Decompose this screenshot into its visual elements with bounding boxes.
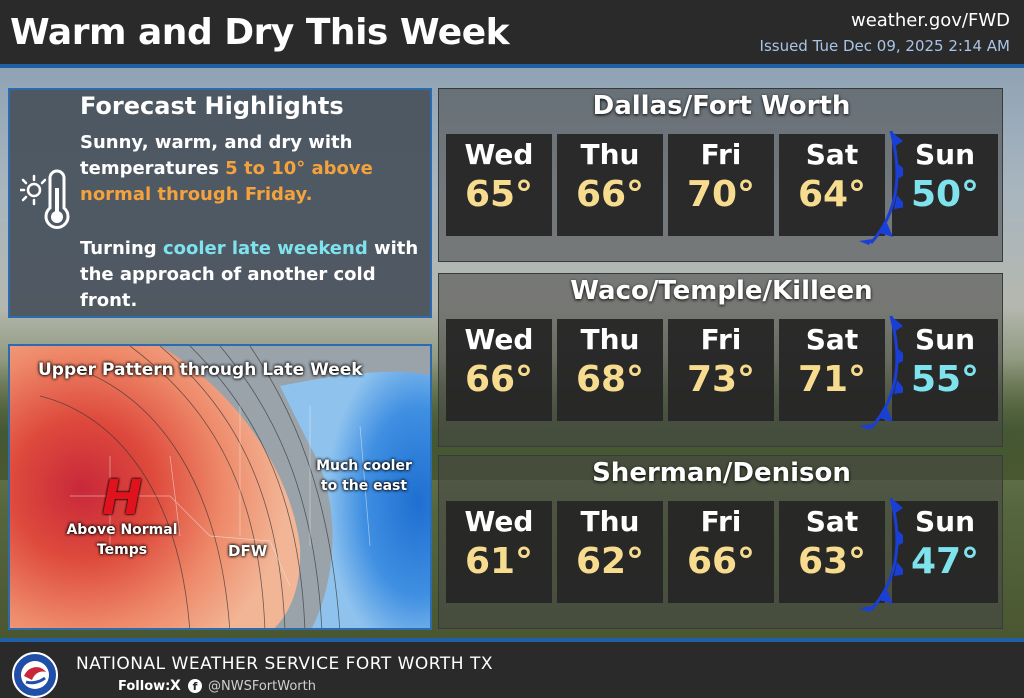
forecast-day: Sun 50° bbox=[892, 134, 998, 236]
x-icon[interactable]: X bbox=[170, 678, 181, 694]
city-name: Dallas/Fort Worth bbox=[592, 91, 851, 121]
day-temp: 66° bbox=[464, 359, 534, 400]
follow-label: Follow: bbox=[118, 679, 171, 694]
day-name: Sat bbox=[805, 505, 859, 538]
highlights-text-above-normal: 5 to 10° above normal through Friday. bbox=[80, 158, 373, 205]
day-name: Thu bbox=[580, 323, 640, 356]
social-handle[interactable]: @NWSFortWorth bbox=[208, 679, 316, 694]
forecast-day: Sat 63° bbox=[779, 501, 885, 603]
day-name: Sun bbox=[914, 138, 976, 171]
forecast-highlights-panel: Forecast Highlights Sunny, warm, and dry… bbox=[8, 88, 432, 318]
day-name: Fri bbox=[700, 505, 742, 538]
day-temp: 64° bbox=[797, 174, 867, 215]
dfw-label: DFW bbox=[228, 542, 268, 560]
day-name: Sun bbox=[914, 323, 976, 356]
forecast-day: Thu 62° bbox=[557, 501, 663, 603]
nws-logo-icon bbox=[12, 652, 58, 698]
site-url[interactable]: weather.gov/FWD bbox=[850, 10, 1010, 31]
forecast-day: Thu 66° bbox=[557, 134, 663, 236]
city-panel-sherman: Sherman/Denison Wed 61° Thu 62° Fri 66° … bbox=[438, 455, 1003, 629]
forecast-day: Sun 55° bbox=[892, 319, 998, 421]
day-temp: 55° bbox=[910, 359, 980, 400]
day-temp: 70° bbox=[686, 174, 756, 215]
cold-front-icon bbox=[859, 497, 903, 612]
city-panel-dfw: Dallas/Fort Worth Wed 65° Thu 66° Fri 70… bbox=[438, 88, 1003, 262]
forecast-day: Thu 68° bbox=[557, 319, 663, 421]
upper-pattern-map: Upper Pattern through Late Week H Above … bbox=[8, 344, 432, 630]
forecast-day: Fri 73° bbox=[668, 319, 774, 421]
day-name: Sat bbox=[805, 323, 859, 356]
day-name: Fri bbox=[700, 323, 742, 356]
much-cooler-label: Much cooler to the east bbox=[316, 458, 412, 494]
day-name: Thu bbox=[580, 138, 640, 171]
day-temp: 47° bbox=[910, 541, 980, 582]
forecast-day: Sat 64° bbox=[779, 134, 885, 236]
city-name: Sherman/Denison bbox=[592, 458, 851, 488]
day-temp: 71° bbox=[797, 359, 867, 400]
city-panel-waco: Waco/Temple/Killeen Wed 66° Thu 68° Fri … bbox=[438, 273, 1003, 447]
header-bar: Warm and Dry This Week weather.gov/FWD I… bbox=[0, 0, 1024, 68]
day-name: Thu bbox=[580, 505, 640, 538]
day-temp: 73° bbox=[686, 359, 756, 400]
cold-front-icon bbox=[859, 130, 903, 245]
day-temp: 63° bbox=[797, 541, 867, 582]
map-graphic bbox=[10, 346, 430, 628]
highlights-text-cooler: cooler late weekend bbox=[162, 238, 368, 259]
forecast-day: Wed 66° bbox=[446, 319, 552, 421]
sun-thermometer-icon bbox=[20, 169, 70, 229]
day-name: Wed bbox=[464, 505, 534, 538]
forecast-day: Fri 70° bbox=[668, 134, 774, 236]
highlights-paragraph-warm: Sunny, warm, and dry with temperatures 5… bbox=[80, 130, 425, 208]
highlights-paragraph-cool: Turning cooler late weekend with the app… bbox=[80, 236, 425, 314]
day-temp: 68° bbox=[575, 359, 645, 400]
forecast-day: Wed 65° bbox=[446, 134, 552, 236]
forecast-day: Sun 47° bbox=[892, 501, 998, 603]
forecast-day: Fri 66° bbox=[668, 501, 774, 603]
cold-front-icon bbox=[859, 315, 903, 430]
day-temp: 65° bbox=[464, 174, 534, 215]
day-name: Sun bbox=[914, 505, 976, 538]
day-temp: 66° bbox=[686, 541, 756, 582]
day-temp: 62° bbox=[575, 541, 645, 582]
highlights-text-front: with the approach of another cold front. bbox=[80, 238, 419, 311]
above-normal-temps-label: Above Normal Temps bbox=[66, 522, 178, 558]
highlights-text-turning: Turning bbox=[80, 238, 163, 259]
issued-timestamp: Issued Tue Dec 09, 2025 2:14 AM bbox=[759, 37, 1010, 55]
map-title: Upper Pattern through Late Week bbox=[38, 360, 363, 380]
page-title: Warm and Dry This Week bbox=[10, 12, 510, 53]
forecast-day: Sat 71° bbox=[779, 319, 885, 421]
high-pressure-marker: H bbox=[102, 470, 143, 526]
day-name: Sat bbox=[805, 138, 859, 171]
city-name: Waco/Temple/Killeen bbox=[570, 276, 873, 306]
forecast-day: Wed 61° bbox=[446, 501, 552, 603]
day-temp: 50° bbox=[910, 174, 980, 215]
day-name: Wed bbox=[464, 138, 534, 171]
day-temp: 66° bbox=[575, 174, 645, 215]
highlights-text-warm: Sunny, warm, and dry with temperatures bbox=[80, 132, 353, 179]
day-name: Wed bbox=[464, 323, 534, 356]
footer-bar: NATIONAL WEATHER SERVICE FORT WORTH TX F… bbox=[0, 638, 1024, 698]
office-name: NATIONAL WEATHER SERVICE FORT WORTH TX bbox=[76, 654, 493, 674]
day-temp: 61° bbox=[464, 541, 534, 582]
facebook-icon[interactable]: f bbox=[188, 679, 202, 693]
day-name: Fri bbox=[700, 138, 742, 171]
highlights-title: Forecast Highlights bbox=[80, 92, 344, 120]
